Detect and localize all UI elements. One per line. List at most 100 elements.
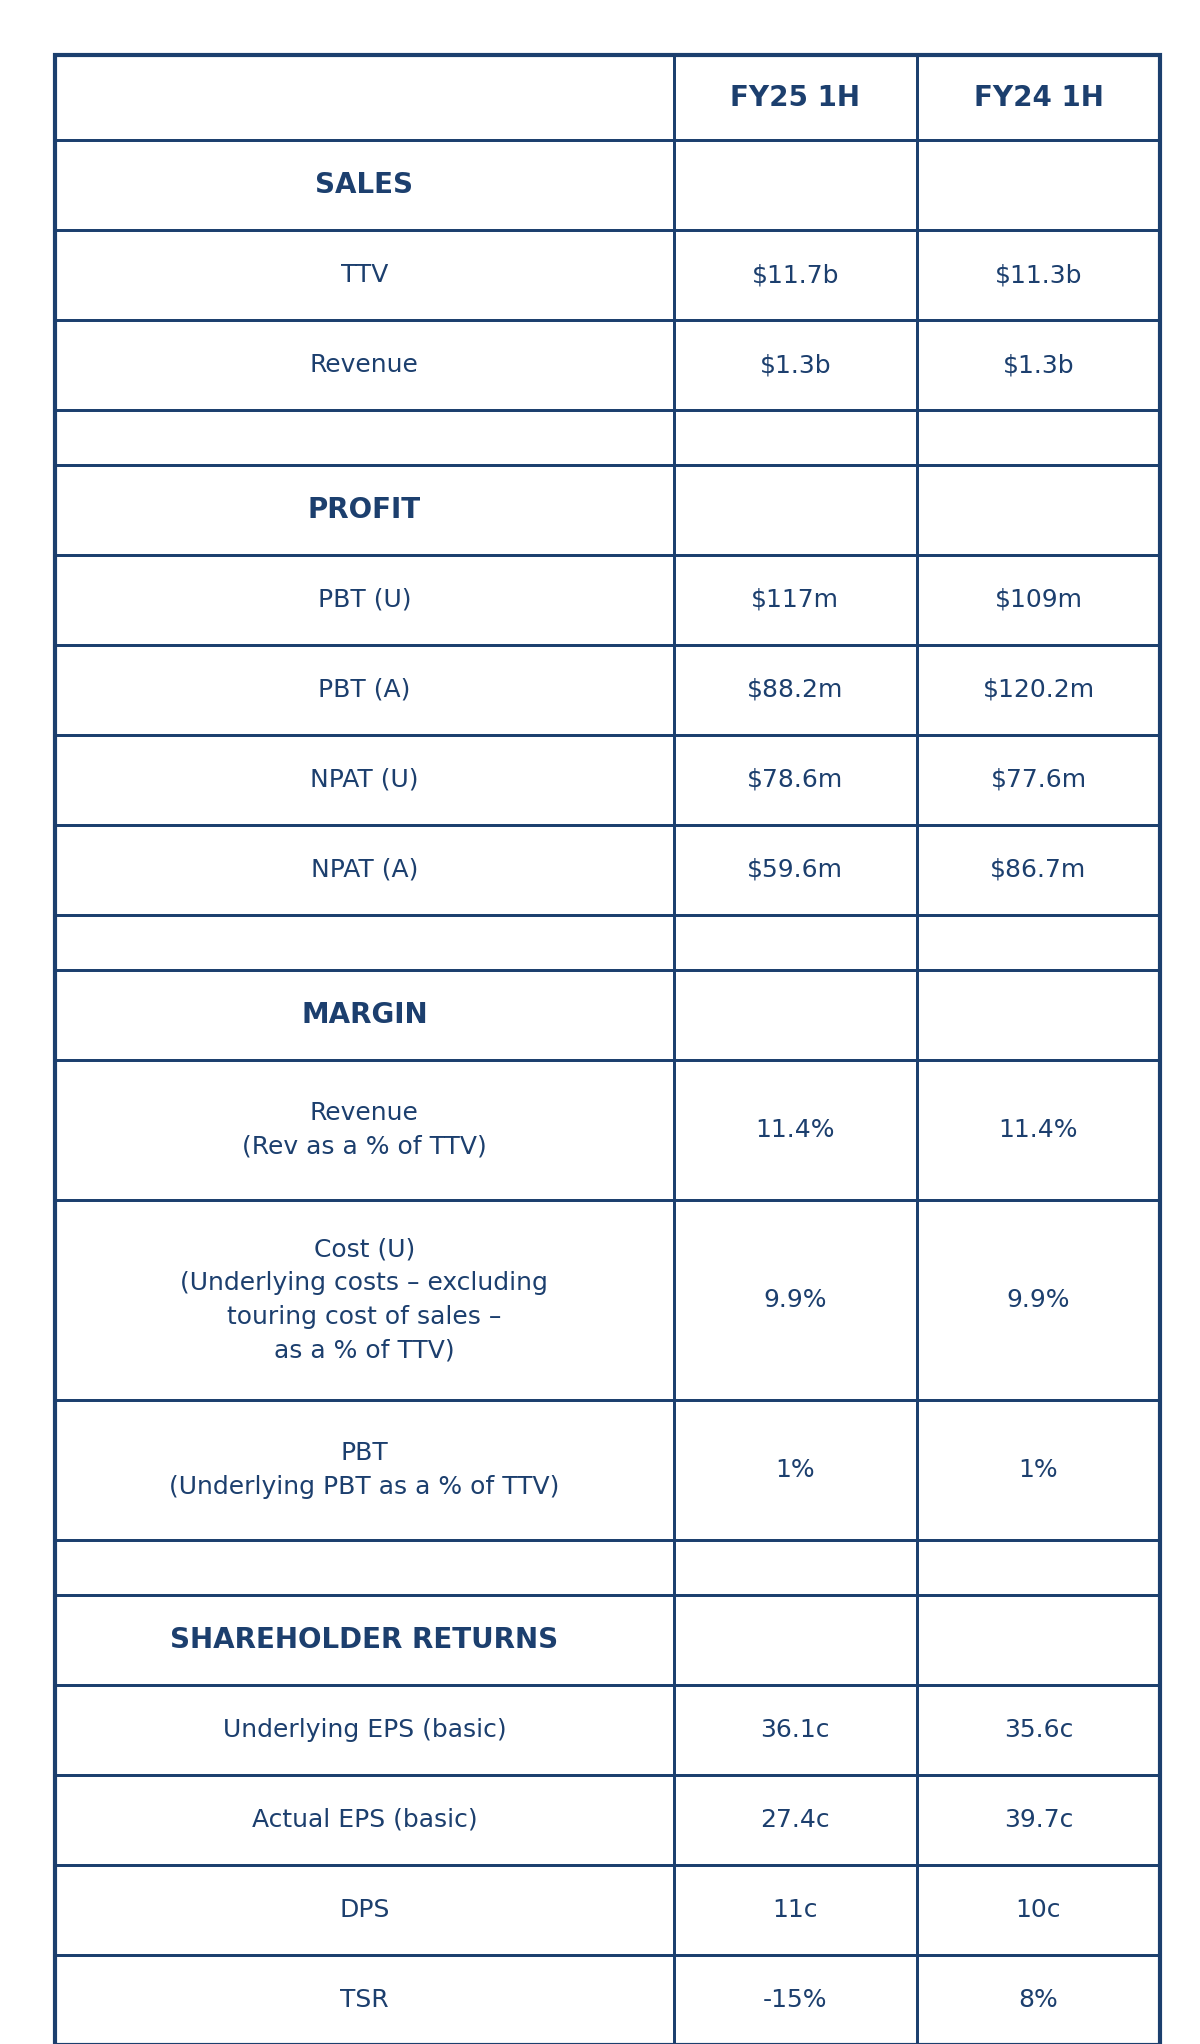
Bar — [55, 464, 674, 556]
Text: Underlying EPS (basic): Underlying EPS (basic) — [222, 1719, 506, 1741]
Bar — [55, 1864, 674, 1954]
Text: FY25 1H: FY25 1H — [731, 84, 860, 112]
Bar — [674, 1061, 917, 1200]
Bar — [55, 1539, 674, 1594]
Bar — [55, 736, 674, 826]
Text: TSR: TSR — [340, 1989, 389, 2011]
Text: 8%: 8% — [1019, 1989, 1058, 2011]
Text: PROFIT: PROFIT — [308, 497, 421, 523]
Bar — [55, 411, 674, 464]
Text: 36.1c: 36.1c — [761, 1719, 830, 1741]
Text: $86.7m: $86.7m — [990, 858, 1086, 883]
Text: 35.6c: 35.6c — [1003, 1719, 1073, 1741]
Bar — [917, 916, 1160, 971]
Bar — [674, 55, 917, 139]
Bar — [917, 1061, 1160, 1200]
Bar — [674, 1954, 917, 2044]
Text: PBT (A): PBT (A) — [318, 679, 410, 701]
Bar — [55, 556, 674, 646]
Text: 11c: 11c — [773, 1899, 818, 1921]
Bar — [674, 321, 917, 411]
Text: 27.4c: 27.4c — [761, 1809, 830, 1831]
Bar — [917, 826, 1160, 916]
Text: $1.3b: $1.3b — [1003, 354, 1074, 376]
Bar — [674, 1400, 917, 1539]
Bar — [55, 231, 674, 321]
Text: TTV: TTV — [341, 264, 388, 286]
Bar — [917, 736, 1160, 826]
Bar — [917, 464, 1160, 556]
Bar — [55, 646, 674, 736]
Text: $59.6m: $59.6m — [748, 858, 844, 883]
Bar — [674, 1774, 917, 1864]
Bar — [674, 1200, 917, 1400]
Bar — [917, 55, 1160, 139]
Bar — [917, 321, 1160, 411]
Text: $109m: $109m — [995, 589, 1082, 611]
Text: NPAT (U): NPAT (U) — [310, 769, 419, 791]
Bar — [674, 411, 917, 464]
Bar — [917, 1594, 1160, 1684]
Text: DPS: DPS — [340, 1899, 390, 1921]
Bar — [917, 971, 1160, 1061]
Bar — [55, 1200, 674, 1400]
Text: 9.9%: 9.9% — [1007, 1288, 1070, 1312]
Bar — [917, 1774, 1160, 1864]
Text: MARGIN: MARGIN — [301, 1002, 427, 1028]
Bar — [674, 646, 917, 736]
Bar — [674, 1594, 917, 1684]
Bar — [55, 826, 674, 916]
Text: FY24 1H: FY24 1H — [973, 84, 1103, 112]
Text: Revenue
(Rev as a % of TTV): Revenue (Rev as a % of TTV) — [242, 1102, 487, 1159]
Bar — [55, 55, 674, 139]
Bar — [917, 1400, 1160, 1539]
Bar — [674, 826, 917, 916]
Bar — [674, 971, 917, 1061]
Bar — [674, 1864, 917, 1954]
Text: $1.3b: $1.3b — [760, 354, 832, 376]
Bar — [674, 464, 917, 556]
Bar — [55, 1400, 674, 1539]
Bar — [917, 1539, 1160, 1594]
Text: $117m: $117m — [751, 589, 839, 611]
Bar — [917, 231, 1160, 321]
Text: $11.3b: $11.3b — [995, 264, 1082, 286]
Bar — [55, 139, 674, 231]
Bar — [55, 916, 674, 971]
Bar — [917, 1864, 1160, 1954]
Text: $11.7b: $11.7b — [751, 264, 839, 286]
Bar — [55, 1061, 674, 1200]
Bar — [674, 139, 917, 231]
Text: Actual EPS (basic): Actual EPS (basic) — [252, 1809, 478, 1831]
Bar — [55, 1954, 674, 2044]
Text: 10c: 10c — [1015, 1899, 1061, 1921]
Bar — [917, 646, 1160, 736]
Text: 11.4%: 11.4% — [756, 1118, 835, 1143]
Text: $88.2m: $88.2m — [748, 679, 844, 701]
Bar — [674, 1684, 917, 1774]
Text: $120.2m: $120.2m — [983, 679, 1094, 701]
Text: Cost (U)
(Underlying costs – excluding
touring cost of sales –
as a % of TTV): Cost (U) (Underlying costs – excluding t… — [180, 1239, 548, 1361]
Bar — [917, 1200, 1160, 1400]
Bar — [55, 1774, 674, 1864]
Text: NPAT (A): NPAT (A) — [311, 858, 418, 883]
Text: PBT
(Underlying PBT as a % of TTV): PBT (Underlying PBT as a % of TTV) — [169, 1441, 559, 1498]
Bar — [917, 1954, 1160, 2044]
Bar — [917, 139, 1160, 231]
Text: SHAREHOLDER RETURNS: SHAREHOLDER RETURNS — [170, 1625, 558, 1654]
Bar — [55, 1594, 674, 1684]
Bar — [674, 556, 917, 646]
Text: -15%: -15% — [763, 1989, 828, 2011]
Bar — [674, 916, 917, 971]
Text: 39.7c: 39.7c — [1003, 1809, 1073, 1831]
Bar — [674, 231, 917, 321]
Bar — [917, 1684, 1160, 1774]
Text: $77.6m: $77.6m — [990, 769, 1086, 791]
Bar — [674, 1539, 917, 1594]
Text: $78.6m: $78.6m — [748, 769, 844, 791]
Text: Revenue: Revenue — [310, 354, 419, 376]
Bar — [917, 411, 1160, 464]
Bar — [55, 321, 674, 411]
Text: 11.4%: 11.4% — [998, 1118, 1079, 1143]
Text: PBT (U): PBT (U) — [318, 589, 412, 611]
